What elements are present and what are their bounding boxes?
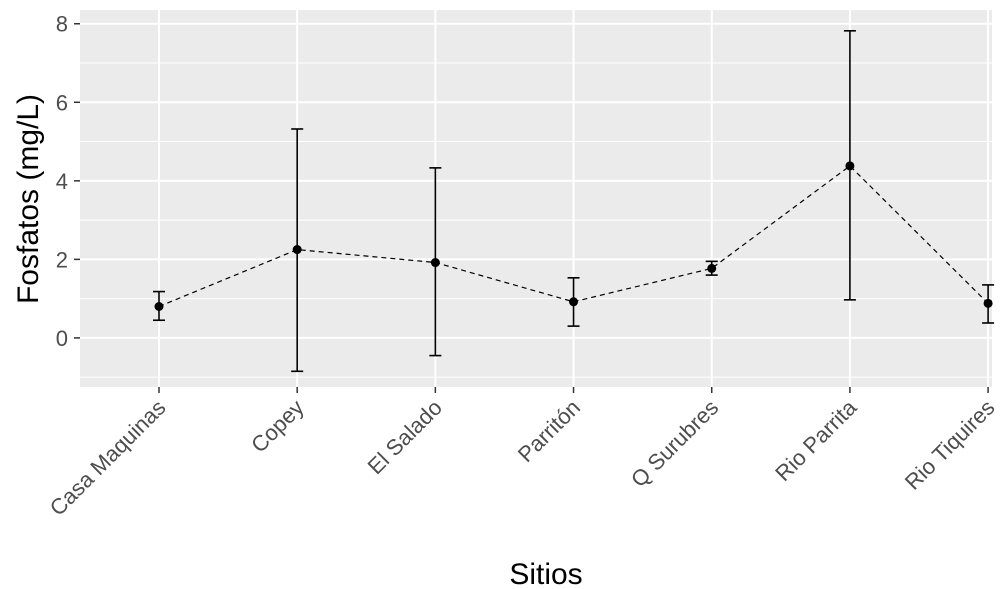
plot-panel [80, 10, 992, 387]
x-tick-label: Copey [246, 395, 309, 458]
x-tick-label: El Salado [363, 395, 447, 479]
data-point [707, 263, 717, 273]
x-tick-label: Q Surubres [626, 395, 723, 492]
x-axis-ticks: Casa Maquinas Copey El Salado Parritón Q Sur… [45, 387, 1000, 521]
data-point [983, 298, 993, 308]
data-point [292, 245, 302, 255]
data-point [154, 301, 164, 311]
y-axis-title: Fosfatos (mg/L) [12, 94, 45, 304]
y-tick-label: 4 [56, 169, 68, 194]
x-axis-title: Sitios [509, 558, 582, 589]
x-tick-label: Parritón [513, 395, 585, 467]
y-axis-ticks: 0 2 4 6 8 [56, 12, 80, 351]
data-point [845, 161, 855, 171]
x-tick-label: Rio Tiquires [900, 395, 1000, 495]
minor-gridlines [80, 62, 992, 378]
y-tick-label: 2 [56, 247, 68, 272]
data-marks [153, 30, 995, 373]
data-point [569, 297, 579, 307]
y-tick-label: 6 [56, 90, 68, 115]
x-tick-label: Casa Maquinas [45, 395, 171, 521]
y-tick-label: 8 [56, 12, 68, 37]
data-point [430, 258, 440, 268]
x-tick-label: Rio Parrita [770, 394, 862, 486]
y-tick-label: 0 [56, 326, 68, 351]
